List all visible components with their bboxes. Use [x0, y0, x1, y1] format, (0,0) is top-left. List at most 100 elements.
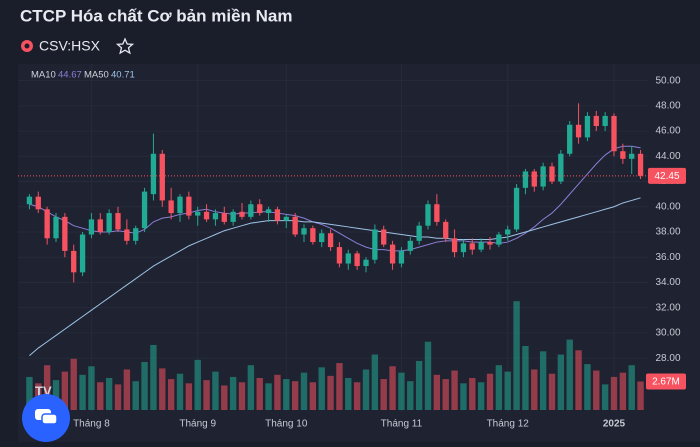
y-tick-label: 34.00: [655, 277, 680, 288]
candle-body: [106, 213, 112, 232]
volume-bar: [486, 373, 494, 410]
candle-body: [593, 115, 599, 127]
volume-bar: [150, 344, 157, 410]
candle-body: [336, 247, 343, 264]
candle-body: [62, 216, 68, 251]
candle-body: [195, 211, 201, 216]
candle-body: [221, 213, 227, 222]
volume-bar: [123, 369, 131, 410]
volume-bar: [504, 371, 511, 410]
y-tick-label: 44.00: [655, 151, 680, 162]
candle-body: [35, 196, 41, 210]
volume-bar: [398, 372, 405, 410]
candle-body: [496, 234, 502, 245]
volume-bar: [159, 368, 166, 410]
candle-body: [292, 216, 298, 235]
volume-bar: [469, 378, 476, 410]
volume-bar: [291, 381, 299, 410]
candle-body: [629, 153, 635, 159]
legend-name: MA50: [84, 70, 109, 81]
candle-body: [230, 211, 236, 222]
y-tick-label: 28.00: [655, 353, 680, 364]
volume-bar: [601, 384, 609, 410]
candle-body: [611, 115, 617, 152]
volume-bar: [619, 372, 627, 410]
candle-body: [487, 242, 493, 245]
volume-bar: [539, 351, 547, 410]
volume-bar: [61, 371, 69, 410]
candle-body: [88, 219, 95, 235]
candle-body: [239, 211, 245, 217]
x-tick-label: Tháng 8: [73, 419, 110, 430]
favorite-star[interactable]: [115, 37, 135, 55]
volume-bar: [274, 374, 281, 410]
candle-body: [398, 250, 405, 264]
volume-bar: [415, 360, 423, 410]
candle-body: [425, 204, 431, 226]
volume-bar: [362, 369, 370, 410]
candle-body: [584, 115, 591, 138]
volume-bar: [79, 374, 86, 410]
volume-bar: [176, 373, 184, 410]
candle-body: [513, 187, 520, 230]
candle-body: [186, 196, 192, 216]
y-tick-label: 36.00: [655, 252, 680, 263]
candle-body: [168, 200, 174, 214]
volume-bar: [238, 382, 246, 410]
candle-body: [115, 213, 121, 230]
x-tick-label: Tháng 9: [179, 419, 216, 430]
volume-bar: [531, 369, 538, 410]
candle-body: [540, 166, 546, 187]
candle-body: [124, 229, 130, 241]
volume-bar: [345, 378, 352, 410]
volume-bar: [327, 375, 334, 410]
candle-body: [283, 216, 289, 221]
last-price-label: 42.45: [654, 171, 679, 182]
volume-bar: [353, 382, 361, 410]
candle-body: [469, 243, 475, 250]
candle-body: [363, 259, 369, 267]
volume-bar: [522, 346, 529, 410]
volume-bar: [283, 379, 290, 410]
volume-bar: [575, 350, 582, 410]
volume-bar: [300, 372, 308, 410]
volume-bar: [610, 376, 618, 410]
candle-body: [177, 196, 183, 214]
volume-bar: [221, 385, 228, 410]
last-price-tag: [648, 167, 686, 184]
y-tick-label: 30.00: [655, 328, 680, 339]
volume-label: 2.67M: [652, 377, 680, 388]
volume-bar: [70, 358, 77, 410]
candle-body: [71, 250, 77, 273]
candle-body: [319, 233, 325, 243]
volume-bar: [247, 365, 255, 410]
volume-bar: [336, 363, 343, 410]
x-tick-label: 2025: [603, 419, 626, 430]
volume-bar: [185, 383, 193, 410]
candle-body: [310, 228, 316, 243]
y-tick-label: 48.00: [655, 100, 680, 111]
volume-bar: [477, 382, 485, 410]
candle-body: [212, 213, 219, 220]
y-tick-label: 32.00: [655, 302, 680, 313]
candle-body: [141, 191, 148, 229]
volume-bar: [132, 381, 139, 410]
volume-bar: [167, 379, 175, 410]
volume-bar: [433, 374, 441, 410]
candle-body: [354, 253, 360, 267]
x-tick-label: Tháng 10: [265, 419, 308, 430]
candle-body: [79, 234, 86, 273]
title: CTCP Hóa chất Cơ bản miền Nam: [20, 6, 293, 25]
volume-bar: [442, 379, 449, 410]
volume-bar: [52, 380, 60, 410]
candle-body: [26, 196, 33, 205]
volume-bar: [212, 371, 219, 410]
volume-bar: [584, 364, 591, 410]
volume-bar: [495, 365, 503, 410]
volume-bar: [451, 370, 458, 410]
candle-body: [460, 243, 467, 253]
volume-tag: [646, 373, 686, 390]
legend-name: MA10: [31, 70, 56, 81]
candle-body: [505, 229, 511, 235]
